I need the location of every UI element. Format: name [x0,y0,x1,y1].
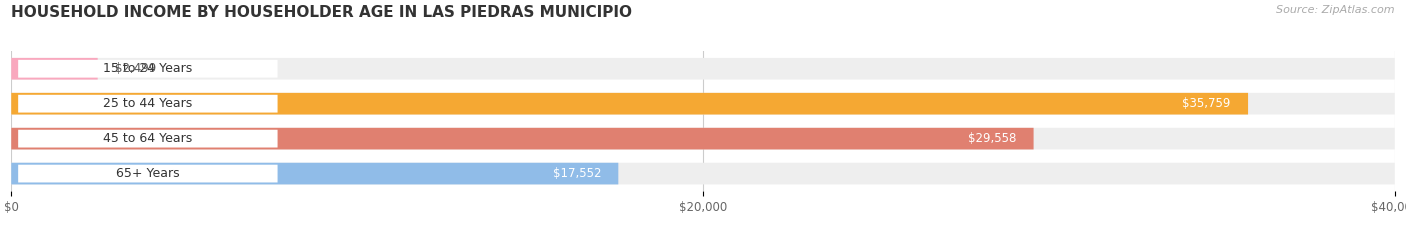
FancyBboxPatch shape [11,128,1395,150]
Text: 45 to 64 Years: 45 to 64 Years [103,132,193,145]
Text: $2,499: $2,499 [115,62,156,75]
FancyBboxPatch shape [11,58,1395,80]
FancyBboxPatch shape [18,60,277,78]
FancyBboxPatch shape [11,163,1395,185]
Text: $29,558: $29,558 [967,132,1017,145]
Text: 25 to 44 Years: 25 to 44 Years [103,97,193,110]
Text: $35,759: $35,759 [1182,97,1230,110]
FancyBboxPatch shape [11,58,97,80]
FancyBboxPatch shape [11,128,1033,150]
Text: 15 to 24 Years: 15 to 24 Years [103,62,193,75]
FancyBboxPatch shape [11,93,1249,115]
Text: 65+ Years: 65+ Years [117,167,180,180]
FancyBboxPatch shape [18,165,277,182]
Text: Source: ZipAtlas.com: Source: ZipAtlas.com [1277,5,1395,15]
FancyBboxPatch shape [11,163,619,185]
Text: HOUSEHOLD INCOME BY HOUSEHOLDER AGE IN LAS PIEDRAS MUNICIPIO: HOUSEHOLD INCOME BY HOUSEHOLDER AGE IN L… [11,5,633,20]
FancyBboxPatch shape [18,95,277,113]
Text: $17,552: $17,552 [553,167,600,180]
FancyBboxPatch shape [11,93,1395,115]
FancyBboxPatch shape [18,130,277,147]
